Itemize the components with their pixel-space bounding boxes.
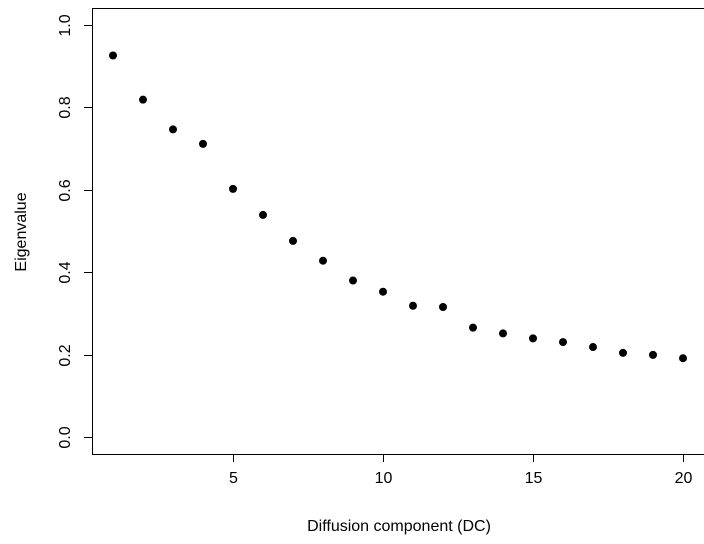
data-point bbox=[349, 276, 357, 285]
data-point bbox=[619, 348, 627, 357]
data-point bbox=[649, 350, 657, 359]
y-tick-label: 0.6 bbox=[57, 179, 74, 201]
data-point bbox=[319, 256, 327, 265]
x-tick-label: 15 bbox=[525, 470, 543, 487]
data-point bbox=[139, 95, 147, 104]
plot-frame bbox=[92, 8, 704, 455]
data-point bbox=[199, 139, 207, 148]
data-point bbox=[529, 334, 537, 343]
x-axis: 5 10 15 20 bbox=[229, 454, 693, 487]
data-point bbox=[169, 125, 177, 134]
data-points bbox=[109, 51, 687, 363]
data-point bbox=[679, 354, 687, 363]
y-axis: 0.0 0.2 0.4 0.6 0.8 1.0 bbox=[57, 14, 93, 449]
x-tick-label: 20 bbox=[675, 470, 693, 487]
x-tick-label: 5 bbox=[229, 470, 238, 487]
y-tick-label: 0.4 bbox=[57, 261, 74, 283]
data-point bbox=[289, 236, 297, 245]
y-tick-label: 0.2 bbox=[57, 344, 74, 366]
y-tick-label: 0.0 bbox=[57, 426, 74, 448]
y-axis-title: Eigenvalue bbox=[13, 192, 30, 271]
data-point bbox=[439, 302, 447, 311]
x-axis-title: Diffusion component (DC) bbox=[307, 518, 491, 535]
data-point bbox=[259, 210, 267, 219]
data-point bbox=[109, 51, 117, 60]
data-point bbox=[379, 287, 387, 296]
data-point bbox=[499, 329, 507, 338]
x-tick-label: 10 bbox=[375, 470, 393, 487]
data-point bbox=[559, 338, 567, 347]
data-point bbox=[589, 343, 597, 352]
data-point bbox=[229, 184, 237, 193]
data-point bbox=[469, 323, 477, 332]
y-tick-label: 0.8 bbox=[57, 96, 74, 118]
y-tick-label: 1.0 bbox=[57, 14, 74, 36]
data-point bbox=[409, 301, 417, 310]
